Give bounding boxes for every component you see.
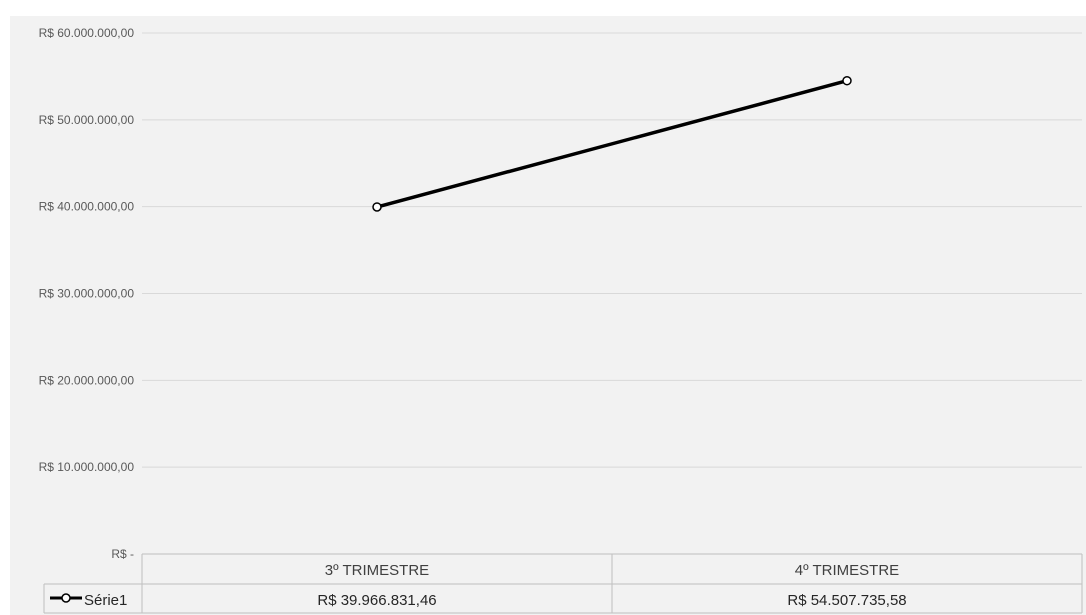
- legend-key-marker: [61, 593, 71, 603]
- data-table-value: R$ 54.507.735,58: [787, 592, 906, 609]
- y-tick-label: R$ 20.000.000,00: [39, 373, 135, 387]
- y-tick-label: R$ 10.000.000,00: [39, 460, 135, 474]
- legend-label: Série1: [84, 592, 127, 609]
- y-tick-label: R$ 60.000.000,00: [39, 26, 135, 40]
- data-table: 3º TRIMESTRE 4º TRIMESTRE R$ 39.966.831,46…: [43, 553, 1083, 614]
- gridlines: [142, 32, 1082, 468]
- y-tick-label: R$ 40.000.000,00: [39, 200, 135, 214]
- data-table-value: R$ 39.966.831,46: [317, 592, 436, 609]
- line-chart: R$ - R$ 10.000.000,00 R$ 20.000.000,00 R$ 3…: [39, 26, 1083, 614]
- y-tick-label: R$ 50.000.000,00: [39, 113, 135, 127]
- chart-area: R$ - R$ 10.000.000,00 R$ 20.000.000,00 R$ 3…: [10, 16, 1086, 615]
- series-line: [376, 79, 848, 209]
- y-tick-label: R$ -: [111, 547, 134, 561]
- data-point: [842, 75, 852, 86]
- y-axis-tick-labels: R$ - R$ 10.000.000,00 R$ 20.000.000,00 R$ 3…: [39, 26, 135, 561]
- data-point: [372, 202, 382, 212]
- series-layer: [372, 75, 852, 212]
- y-tick-label: R$ 30.000.000,00: [39, 287, 135, 301]
- category-label: 4º TRIMESTRE: [795, 562, 899, 579]
- category-label: 3º TRIMESTRE: [325, 562, 429, 579]
